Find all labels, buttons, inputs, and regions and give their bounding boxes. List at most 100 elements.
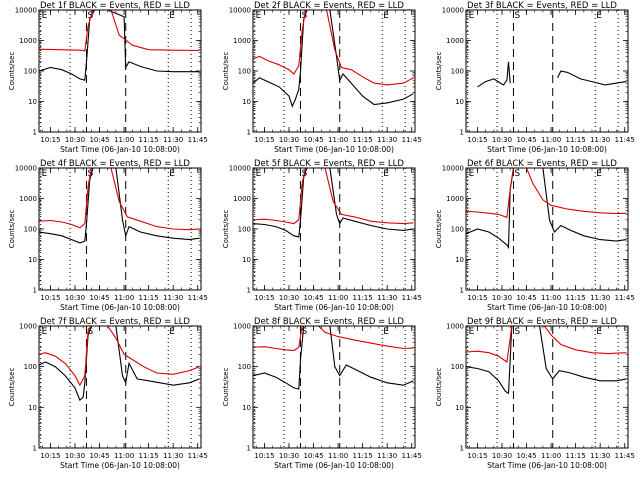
y-axis-label: Counts/sec [222, 210, 230, 249]
x-tick-label: 11:45 [188, 294, 208, 302]
x-tick-label: 11:15 [353, 294, 373, 302]
y-tick-label: 10 [455, 404, 464, 412]
x-tick-label: 11:00 [114, 452, 134, 460]
chart-title: Det 8f BLACK = Events, RED = LLD [254, 317, 404, 327]
x-tick-label: 11:30 [163, 452, 183, 460]
x-tick-label: 11:15 [139, 136, 159, 144]
plot-frame [252, 325, 416, 449]
x-axis-label: Start Time (06-Jan-10 10:08:00) [274, 461, 394, 470]
series-group [39, 326, 200, 402]
x-tick-label: 11:45 [402, 294, 422, 302]
marker-label: S [514, 169, 520, 179]
y-tick-label: 1000 [19, 323, 37, 331]
events-series-line [477, 61, 511, 88]
marker-label: S [87, 327, 93, 337]
plot-frame [252, 167, 416, 291]
lld-series-line [39, 326, 200, 387]
marker-label: E [256, 327, 262, 337]
y-tick-label: 1000 [19, 195, 37, 203]
events-series-line [39, 326, 200, 402]
marker-label: S [514, 11, 520, 21]
marker-label: E [42, 169, 48, 179]
x-tick-label: 10:15 [467, 294, 487, 302]
x-axis-label: Start Time (06-Jan-10 10:08:00) [60, 303, 180, 312]
x-tick-label: 11:15 [353, 452, 373, 460]
chart-title: Det 2f BLACK = Events, RED = LLD [254, 1, 404, 11]
x-tick-label: 11:30 [590, 452, 610, 460]
plot-frame [465, 325, 629, 449]
x-tick-label: 10:30 [279, 136, 299, 144]
y-tick-label: 10000 [229, 7, 251, 15]
marker-label: E [383, 327, 389, 337]
y-axis-label: Counts/sec [222, 368, 230, 407]
y-tick-label: 10 [242, 404, 251, 412]
marker-label: E [469, 327, 475, 337]
events-series-line [39, 10, 200, 81]
y-axis-label: Counts/sec [8, 368, 16, 407]
x-tick-label: 11:45 [615, 136, 635, 144]
marker-label: E [596, 327, 602, 337]
y-tick-label: 10 [28, 98, 37, 106]
chart-panel-3: Det 3f BLACK = Events, RED = LLD Counts/s… [435, 1, 635, 154]
marker-label: E [42, 327, 48, 337]
marker-label: E [469, 11, 475, 21]
x-tick-label: 11:45 [615, 452, 635, 460]
series-group [253, 326, 414, 390]
y-tick-label: 10 [28, 404, 37, 412]
x-tick-label: 10:30 [65, 452, 85, 460]
y-tick-label: 100 [24, 68, 37, 76]
x-tick-label: 10:30 [65, 294, 85, 302]
x-axis-label: Start Time (06-Jan-10 10:08:00) [60, 145, 180, 154]
y-tick-label: 10 [455, 98, 464, 106]
marker-label: S [301, 327, 307, 337]
marker-label: S [514, 327, 520, 337]
y-tick-label: 1000 [446, 37, 464, 45]
chart-title: Det 3f BLACK = Events, RED = LLD [467, 1, 617, 11]
marker-label: E [383, 169, 389, 179]
y-axis-label: Counts/sec [435, 52, 443, 91]
y-tick-label: 1000 [233, 37, 251, 45]
x-tick-label: 10:15 [254, 136, 274, 144]
x-tick-label: 10:30 [492, 452, 512, 460]
x-axis-label: Start Time (06-Jan-10 10:08:00) [487, 461, 607, 470]
chart-panel-2: Det 2f BLACK = Events, RED = LLD Counts/s… [222, 1, 422, 154]
x-tick-label: 11:45 [188, 136, 208, 144]
x-tick-label: 11:00 [114, 294, 134, 302]
chart-title: Det 4f BLACK = Events, RED = LLD [40, 159, 190, 169]
y-tick-label: 100 [238, 363, 251, 371]
plot-frame [38, 167, 202, 291]
chart-panel-6: Det 6f BLACK = Events, RED = LLD Counts/s… [435, 159, 635, 312]
chart-panel-9: Det 9f BLACK = Events, RED = LLD Counts/s… [435, 317, 635, 470]
x-tick-label: 11:15 [139, 452, 159, 460]
y-tick-label: 100 [238, 226, 251, 234]
y-tick-label: 100 [24, 363, 37, 371]
lld-series-line [39, 10, 200, 52]
x-tick-label: 11:15 [566, 136, 586, 144]
marker-label: E [169, 327, 175, 337]
lld-series-line [253, 326, 414, 352]
y-axis-label: Counts/sec [222, 52, 230, 91]
x-tick-label: 10:45 [516, 294, 536, 302]
y-tick-label: 1 [247, 287, 251, 295]
y-tick-label: 10000 [442, 165, 464, 173]
x-tick-label: 10:15 [40, 294, 60, 302]
x-tick-label: 11:00 [328, 136, 348, 144]
chart-panel-7: Det 7f BLACK = Events, RED = LLD Counts/s… [8, 317, 208, 470]
events-series-line [39, 168, 200, 244]
y-tick-label: 1 [460, 287, 464, 295]
x-axis-label: Start Time (06-Jan-10 10:08:00) [60, 461, 180, 470]
x-tick-label: 11:00 [328, 452, 348, 460]
y-tick-label: 100 [451, 363, 464, 371]
x-axis-label: Start Time (06-Jan-10 10:08:00) [274, 145, 394, 154]
x-tick-label: 11:30 [377, 452, 397, 460]
x-tick-label: 10:45 [89, 136, 109, 144]
x-tick-label: 10:30 [492, 294, 512, 302]
y-tick-label: 10 [455, 256, 464, 264]
x-tick-label: 10:45 [303, 136, 323, 144]
x-tick-label: 11:30 [590, 294, 610, 302]
events-series-line [466, 326, 627, 395]
y-tick-label: 1 [33, 445, 37, 453]
chart-title: Det 1f BLACK = Events, RED = LLD [40, 1, 190, 11]
chart-panel-4: Det 4f BLACK = Events, RED = LLD Counts/s… [8, 159, 208, 312]
